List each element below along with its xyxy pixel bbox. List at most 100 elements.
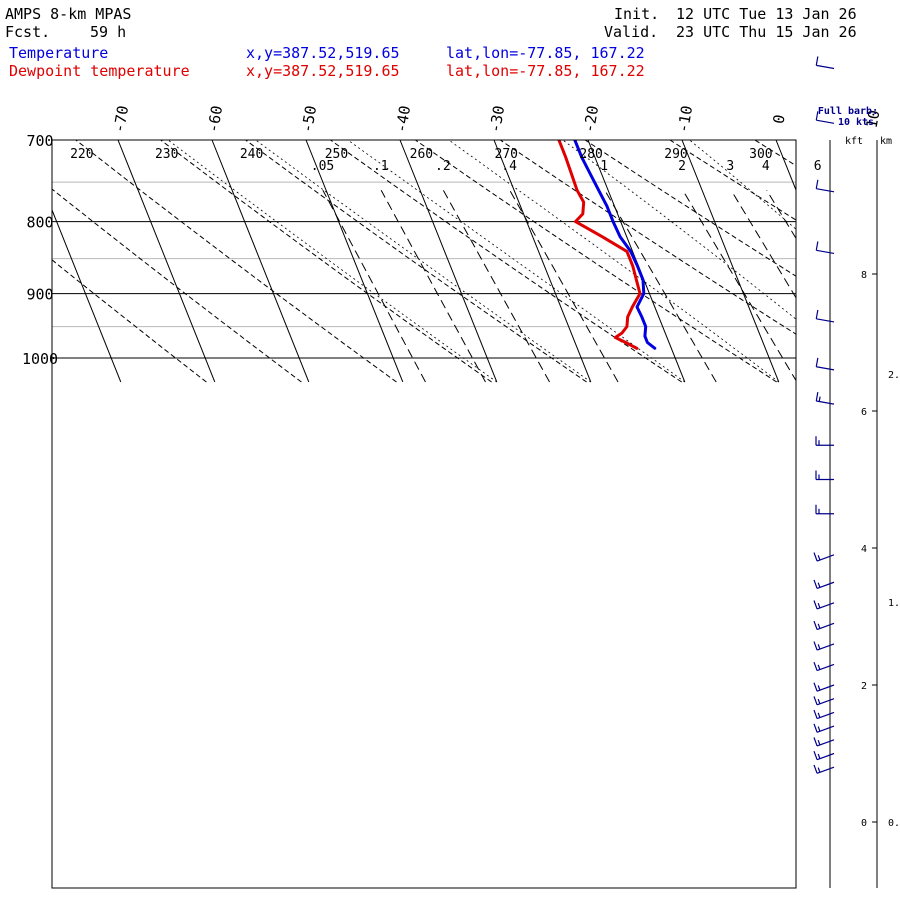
data-point — [621, 332, 623, 334]
data-point — [581, 213, 584, 215]
kft-tick-label: 4 — [861, 544, 867, 555]
pressure-tick-label: 1000 — [22, 350, 58, 368]
data-point — [619, 235, 621, 238]
wind-barb — [815, 470, 834, 481]
model-title: AMPS 8-km MPAS — [5, 5, 132, 23]
isotherm — [870, 140, 900, 382]
kft-tick-label: 8 — [861, 270, 867, 281]
dry-adiabat — [75, 140, 397, 383]
data-point — [601, 235, 604, 238]
mixing-ratio-line — [380, 190, 486, 383]
wind-barb — [815, 56, 835, 70]
isotherm-label: -20 — [580, 104, 602, 134]
data-point — [643, 292, 645, 295]
profiles — [557, 140, 657, 351]
data-point — [641, 316, 643, 318]
dry-adiabat — [52, 188, 302, 383]
isotherm — [775, 140, 796, 192]
data-point — [639, 292, 641, 295]
moist-adiabat — [562, 140, 796, 320]
mixing-ratio-line — [766, 190, 796, 240]
kft-label: kft — [845, 136, 863, 147]
data-point — [642, 279, 644, 281]
data-point — [574, 220, 577, 223]
mixing-ratio-label: .2 — [435, 159, 451, 174]
wind-barb — [813, 723, 835, 733]
data-point — [576, 189, 578, 192]
dry-adiabat — [415, 140, 777, 383]
dry-adiabat-label: 220 — [70, 147, 93, 162]
mixing-ratio-label: 4 — [762, 159, 770, 174]
mixing-ratio-label: 2 — [678, 159, 686, 174]
data-point — [626, 316, 629, 318]
isotherm — [399, 140, 498, 383]
forecast-value: 59 h — [90, 23, 127, 41]
isotherm-label: -60 — [204, 104, 226, 134]
chart-labels: 1000 900 800 700 -70 -60 -50 -40 -30 -20 -10 0 10 220… — [22, 104, 884, 368]
mixing-ratio-line — [604, 190, 717, 383]
data-point — [654, 347, 657, 350]
wind-barb — [815, 392, 835, 405]
mixing-ratio-line — [322, 190, 426, 383]
kft-tick-label: 0 — [861, 818, 867, 829]
dry-adiabat — [754, 140, 796, 167]
valid-value: 23 UTC Thu 15 Jan 26 — [676, 23, 857, 41]
pressure-tick-label: 700 — [26, 132, 53, 150]
data-point — [624, 341, 627, 344]
isotherm — [117, 140, 216, 383]
data-point — [636, 306, 638, 308]
data-point — [631, 306, 634, 308]
dry-adiabat-label: 230 — [155, 147, 178, 162]
dry-adiabat-label: 240 — [240, 147, 263, 162]
data-point — [614, 336, 617, 339]
data-point — [644, 335, 646, 338]
wind-barb — [815, 357, 835, 371]
wind-panel: Full barb: 10 kts kft km 8 6 4 2 0 2. 1. 0. — [813, 56, 900, 888]
dry-adiabat — [52, 259, 207, 383]
mixing-ratio-label: 1 — [600, 159, 608, 174]
wind-title-2: 10 kts — [838, 117, 874, 128]
wind-barb — [815, 436, 834, 446]
mixing-ratio-line — [730, 190, 796, 299]
legend-dewpoint-xy: x,y=387.52,519.65 — [246, 62, 400, 80]
data-point — [626, 250, 628, 253]
dry-adiabat — [330, 140, 682, 383]
wind-title-1: Full barb: — [818, 106, 878, 117]
wind-barb — [813, 620, 835, 631]
background-lines — [52, 140, 900, 383]
mixing-ratio-line — [509, 190, 619, 383]
legend-temperature-label: Temperature — [9, 44, 109, 62]
moist-adiabat — [167, 140, 498, 383]
isotherm — [211, 140, 310, 383]
data-point — [580, 156, 583, 159]
wind-barb — [813, 579, 835, 589]
mixing-ratio-line — [819, 190, 900, 382]
legend-dewpoint-label: Dewpoint temperature — [9, 62, 190, 80]
km-tick-label: 2. — [888, 370, 900, 381]
pressure-tick-label: 800 — [26, 214, 53, 232]
wind-barb — [815, 179, 835, 193]
isotherm-label: -40 — [392, 104, 414, 134]
data-point — [612, 220, 614, 223]
wind-barb — [815, 241, 835, 255]
isotherm-label: -70 — [110, 104, 132, 134]
dry-adiabat-label: 280 — [579, 147, 602, 162]
valid-label: Valid. — [604, 23, 659, 41]
isotherm-label: -30 — [486, 104, 508, 134]
init-value: 12 UTC Tue 13 Jan 26 — [676, 5, 857, 23]
data-point — [636, 347, 639, 350]
isotherm-label: -50 — [298, 104, 320, 134]
wind-barb — [813, 737, 835, 747]
data-point — [606, 205, 608, 207]
data-point — [635, 279, 638, 281]
wind-barb — [813, 682, 835, 692]
data-point — [636, 265, 639, 267]
plot-frame — [51, 139, 797, 889]
isotherm — [52, 208, 122, 383]
wind-barb — [813, 764, 835, 774]
data-point — [626, 325, 628, 328]
dry-adiabat-label: 270 — [495, 147, 518, 162]
kft-tick-label: 6 — [861, 407, 867, 418]
isotherm-label: 0 — [769, 113, 788, 125]
